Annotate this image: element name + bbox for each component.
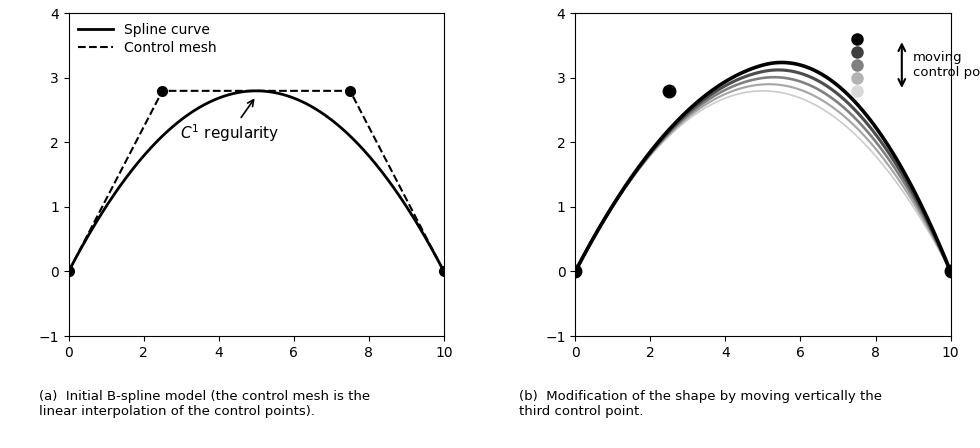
Text: $C^1$ regularity: $C^1$ regularity xyxy=(180,100,279,144)
Spline curve xyxy=(286,95,298,100)
Legend: Spline curve, Control mesh: Spline curve, Control mesh xyxy=(75,21,220,58)
Spline curve xyxy=(438,269,450,274)
Spline curve xyxy=(63,269,74,274)
Text: (b)  Modification of the shape by moving vertically the
third control point.: (b) Modification of the shape by moving … xyxy=(519,390,882,418)
Text: moving
control point: moving control point xyxy=(913,51,980,79)
Spline curve xyxy=(267,90,278,95)
Spline curve xyxy=(241,89,253,94)
Spline curve xyxy=(371,163,383,168)
Spline curve xyxy=(430,253,442,258)
Spline curve xyxy=(250,88,262,94)
Text: (a)  Initial B-spline model (the control mesh is the
linear interpolation of the: (a) Initial B-spline model (the control … xyxy=(39,390,370,418)
Control mesh xyxy=(344,88,356,94)
Line: Spline curve: Spline curve xyxy=(69,91,444,271)
Control mesh xyxy=(63,269,74,274)
Line: Control mesh: Control mesh xyxy=(69,91,444,271)
Control mesh xyxy=(438,269,450,274)
Control mesh xyxy=(157,88,169,94)
Spline curve xyxy=(244,88,256,94)
